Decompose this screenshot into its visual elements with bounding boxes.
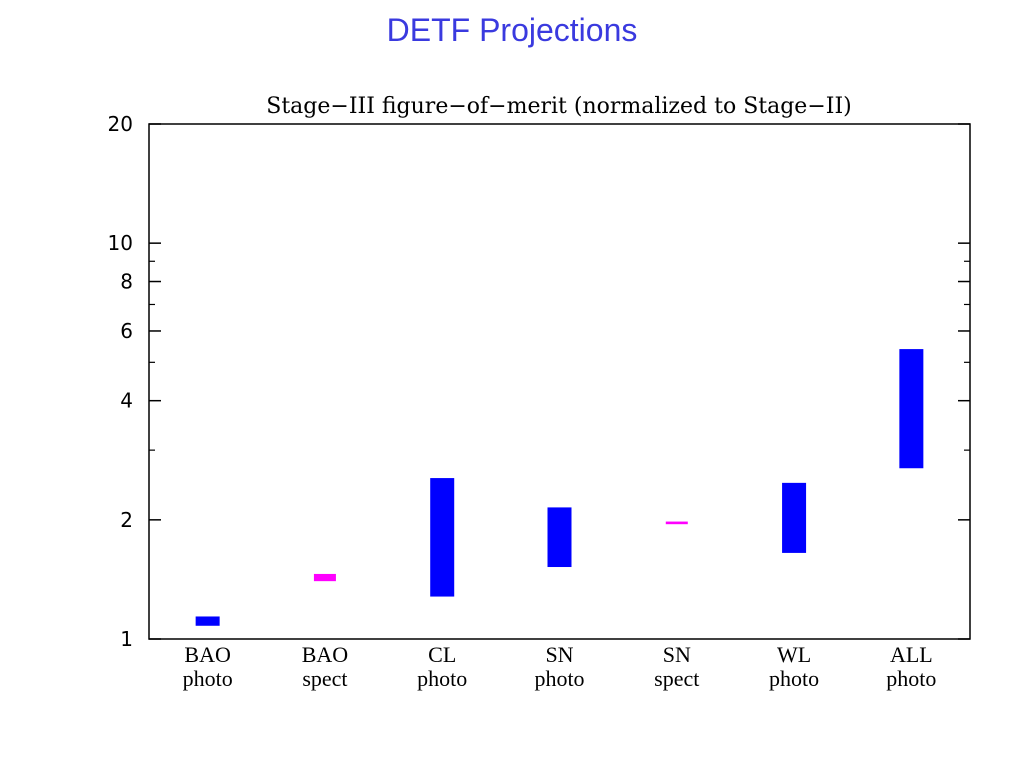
y-tick-label: 20: [108, 112, 133, 136]
category-label-line1: ALL: [890, 642, 933, 667]
category-label-line2: photo: [417, 666, 467, 691]
category-label-line2: photo: [183, 666, 233, 691]
category-label-line2: photo: [769, 666, 819, 691]
category-label-line1: SN: [545, 642, 573, 667]
y-tick-label: 4: [120, 389, 133, 413]
range-bar: [430, 478, 455, 597]
category-label-line1: BAO: [302, 642, 348, 667]
chart-title: Stage−III figure−of−merit (normalized to…: [266, 94, 851, 119]
category-label-line1: BAO: [184, 642, 230, 667]
range-bars: [195, 349, 924, 626]
y-tick-label: 10: [108, 231, 133, 255]
y-axis-ticks: 1 2 4 6 8 10 20: [108, 112, 970, 651]
category-label-line1: SN: [663, 642, 691, 667]
category-label-line2: photo: [534, 666, 584, 691]
slide-title: DETF Projections: [386, 12, 638, 48]
y-tick-label: 8: [120, 270, 133, 294]
range-bar: [782, 482, 807, 553]
y-tick-label: 6: [120, 319, 133, 343]
range-bar: [665, 521, 688, 525]
category-label-line1: CL: [428, 642, 456, 667]
y-tick-label: 2: [120, 508, 133, 532]
range-bar: [547, 507, 572, 568]
plot-frame: [148, 123, 971, 640]
category-label-line2: spect: [302, 666, 347, 691]
range-bar: [313, 573, 336, 582]
y-tick-label: 1: [120, 627, 133, 651]
range-bar: [195, 616, 220, 626]
category-label-line2: photo: [886, 666, 936, 691]
category-label-line2: spect: [654, 666, 699, 691]
category-label-line1: WL: [777, 642, 811, 667]
category-labels: BAOphotoBAOspectCLphotoSNphotoSNspectWLp…: [183, 642, 937, 691]
range-bar: [899, 349, 924, 469]
